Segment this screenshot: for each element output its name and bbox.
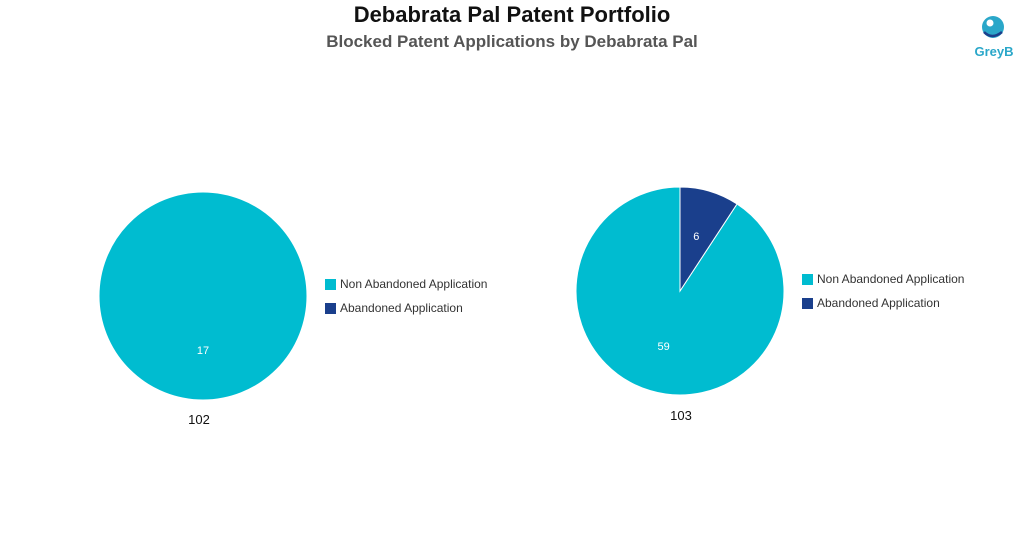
chart-subtitle: Blocked Patent Applications by Debabrata… — [326, 32, 698, 51]
pie-chart-102: 17 — [98, 191, 308, 401]
pie-slice-non-abandoned[interactable] — [575, 186, 785, 396]
pie-data-label: 17 — [197, 345, 209, 357]
legend-chart-102: Non Abandoned Application Abandoned Appl… — [325, 272, 487, 320]
legend-item-abandoned[interactable]: Abandoned Application — [802, 291, 964, 315]
legend-item-non-abandoned[interactable]: Non Abandoned Application — [802, 267, 964, 291]
legend-swatch — [802, 273, 813, 285]
pie-slice-non-abandoned[interactable] — [98, 191, 308, 401]
chart-label-103: 103 — [670, 408, 692, 423]
chart-label-102: 102 — [188, 412, 210, 427]
greyb-logo-icon — [982, 16, 1004, 38]
legend-item-non-abandoned[interactable]: Non Abandoned Application — [325, 272, 487, 296]
legend-item-abandoned[interactable]: Abandoned Application — [325, 296, 487, 320]
legend-swatch — [325, 278, 336, 290]
pie-slice-abandoned[interactable] — [679, 186, 738, 293]
greyb-logo-text: GreyB — [974, 44, 1014, 59]
pie-chart-103: 59 6 — [575, 186, 785, 396]
legend-swatch — [325, 302, 336, 314]
legend-chart-103: Non Abandoned Application Abandoned Appl… — [802, 267, 964, 315]
legend-label: Non Abandoned Application — [340, 277, 488, 291]
pie-data-label: 59 — [658, 341, 670, 353]
legend-label: Non Abandoned Application — [817, 272, 965, 286]
legend-swatch — [802, 297, 813, 309]
greyb-logo: GreyB — [970, 10, 1018, 62]
legend-label: Abandoned Application — [340, 301, 463, 315]
chart-title: Debabrata Pal Patent Portfolio — [353, 2, 671, 27]
legend-label: Abandoned Application — [817, 296, 940, 310]
pie-data-label: 6 — [693, 231, 699, 243]
